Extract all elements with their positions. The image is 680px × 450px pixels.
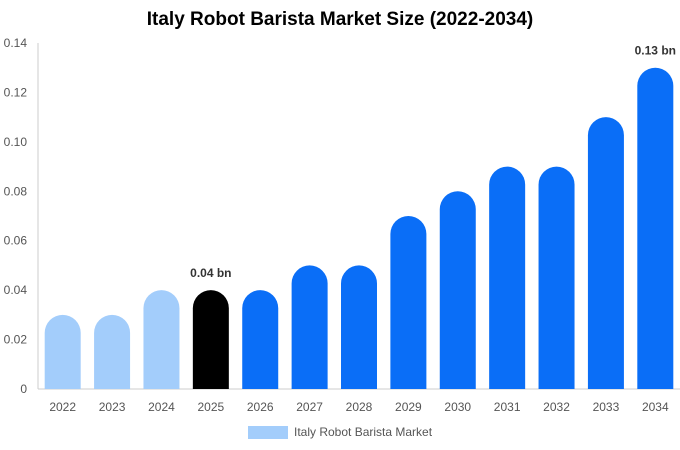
y-tick-label: 0.12 (4, 85, 28, 99)
bar (489, 166, 526, 389)
x-tick-label: 2028 (346, 400, 373, 414)
x-tick-label: 2032 (543, 400, 570, 414)
y-tick-label: 0 (20, 382, 27, 396)
bar (143, 290, 180, 389)
bar (587, 117, 624, 389)
legend-label: Italy Robot Barista Market (294, 425, 433, 439)
legend-swatch (248, 425, 288, 439)
x-tick-label: 2025 (197, 400, 224, 414)
x-tick-label: 2024 (148, 400, 175, 414)
x-tick-label: 2034 (642, 400, 669, 414)
bar (94, 314, 131, 389)
x-tick-label: 2022 (49, 400, 76, 414)
bar (44, 314, 81, 389)
y-tick-label: 0.06 (4, 234, 28, 248)
data-label: 0.13 bn (635, 44, 676, 58)
data-label: 0.04 bn (190, 266, 231, 280)
bar (637, 67, 674, 389)
y-tick-label: 0.04 (4, 283, 28, 297)
bar (538, 166, 575, 389)
x-tick-label: 2026 (247, 400, 274, 414)
y-tick-label: 0.10 (4, 135, 28, 149)
x-tick-label: 2023 (99, 400, 126, 414)
x-tick-label: 2033 (593, 400, 620, 414)
x-tick-label: 2029 (395, 400, 422, 414)
y-tick-label: 0.08 (4, 184, 28, 198)
bar (192, 290, 229, 389)
x-tick-label: 2030 (444, 400, 471, 414)
chart-title: Italy Robot Barista Market Size (2022-20… (146, 9, 534, 30)
bar (291, 265, 328, 389)
x-tick-label: 2031 (494, 400, 521, 414)
x-tick-label: 2027 (296, 400, 323, 414)
bar (242, 290, 279, 389)
y-tick-label: 0.02 (4, 333, 28, 347)
bar (390, 216, 427, 389)
y-tick-label: 0.14 (4, 36, 28, 50)
bar (341, 265, 377, 389)
bar (439, 191, 476, 389)
legend: Italy Robot Barista Market (248, 425, 432, 439)
